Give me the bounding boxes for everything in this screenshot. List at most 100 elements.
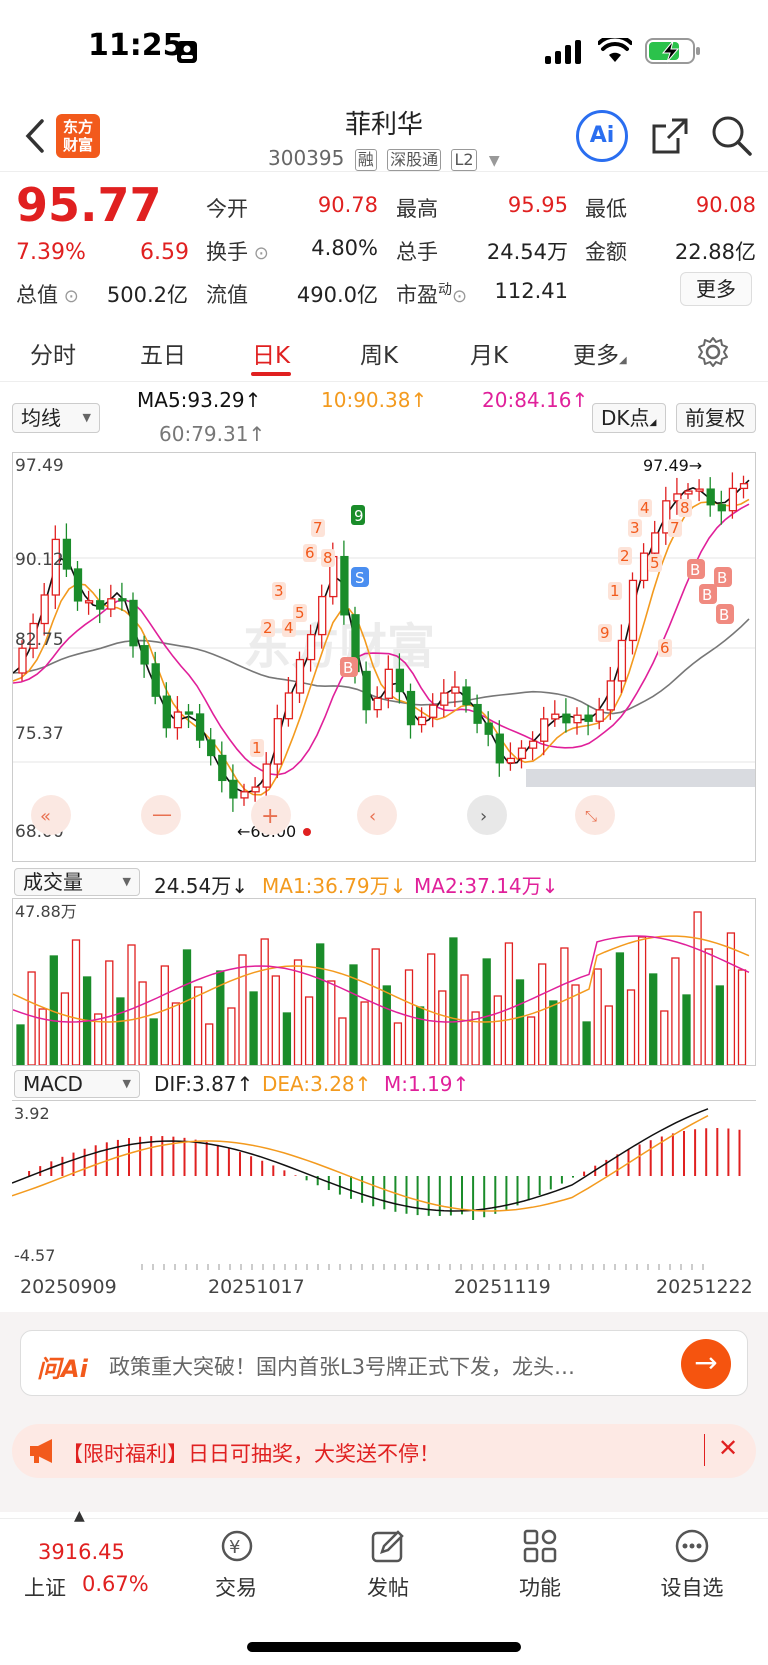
dif-readout: DIF:3.87↑ <box>154 1072 254 1096</box>
turnover-label: 换手 ⊙ <box>206 236 269 266</box>
info-icon[interactable]: ⊙ <box>248 243 269 264</box>
nav-post[interactable]: 发帖 <box>367 1576 409 1600</box>
candle-body <box>218 754 227 782</box>
candle-body <box>73 568 83 602</box>
float-value: 490.0亿 <box>296 283 378 307</box>
signal-number: 6 <box>305 544 315 562</box>
arrow-right-icon[interactable]: → <box>681 1339 731 1389</box>
tab-more[interactable]: 更多◢ <box>573 343 627 369</box>
ma10-readout: 10:90.38↑ <box>321 388 428 412</box>
macd-chart[interactable]: 3.92 -4.57 <box>11 1100 756 1268</box>
signal-number: 2 <box>263 619 273 637</box>
signal-badge <box>678 499 692 517</box>
volume-chart[interactable]: 47.88万 <box>12 898 756 1066</box>
fullscreen-button[interactable] <box>575 795 615 835</box>
volume-selector[interactable]: 成交量 ▼ <box>14 868 140 896</box>
nav-watchlist[interactable]: 设自选 <box>660 1576 724 1600</box>
info-icon[interactable]: ⊙ <box>452 286 468 307</box>
logo-text-bottom: 财富 <box>62 136 93 154</box>
promo-banner[interactable]: 【限时福利】日日可抽奖，大奖送不停！ ✕ <box>12 1424 756 1478</box>
candle-body <box>362 670 371 711</box>
id-card-icon <box>177 41 197 63</box>
post-edit-icon[interactable] <box>370 1528 406 1564</box>
buy-label: B <box>343 659 353 677</box>
wenai-logo: 问Ai <box>37 1355 88 1383</box>
candle-body <box>728 487 738 512</box>
dk-point-button[interactable]: DK点◢ <box>592 403 666 433</box>
candle-body <box>584 714 593 722</box>
chart-controls: « — + ‹ › ⤡ <box>31 795 615 835</box>
double-left-icon: « <box>40 806 51 827</box>
candle-body <box>151 663 160 697</box>
volume-bar <box>271 975 280 1066</box>
buy-label: B <box>719 606 729 624</box>
dea-readout: DEA:3.28↑ <box>262 1072 372 1096</box>
high-marker: 97.49→ <box>643 456 702 475</box>
dropdown-caret-icon[interactable]: ▼ <box>488 153 500 169</box>
scroll-left-button[interactable] <box>357 795 397 835</box>
ma-selector[interactable]: 均线 ▼ <box>12 403 100 433</box>
stock-code-row: 300395 融 深股通 L2 ▼ <box>268 146 500 171</box>
candle-body <box>528 740 538 749</box>
volume-ma1-line <box>12 935 750 1023</box>
close-icon[interactable]: ✕ <box>718 1434 739 1462</box>
candle-body <box>240 791 249 799</box>
wifi-icon <box>598 38 632 62</box>
home-indicator <box>247 1642 521 1652</box>
nav-trade[interactable]: 交易 <box>215 1576 257 1600</box>
volume-bar <box>160 965 169 1066</box>
volume-selector-label: 成交量 <box>23 870 83 894</box>
tab-five-day[interactable]: 五日 <box>140 343 186 369</box>
volume-value: 24.54万 <box>486 240 568 264</box>
signal-number: 7 <box>670 519 680 537</box>
app-logo: 东方 财富 <box>56 114 100 158</box>
candle-body <box>639 552 649 582</box>
high-label: 最高 <box>396 197 438 221</box>
volume-bar <box>260 938 269 1066</box>
functions-grid-icon[interactable] <box>522 1528 558 1564</box>
status-time: 11:25 <box>88 28 184 63</box>
index-change: 0.67% <box>82 1572 149 1596</box>
sell-label: S <box>355 569 365 587</box>
volume-bar <box>626 989 636 1066</box>
tab-daily-k[interactable]: 日K <box>252 343 291 369</box>
tab-monthly-k[interactable]: 月K <box>470 343 509 369</box>
index-value[interactable]: 3916.45 <box>38 1540 125 1564</box>
info-icon[interactable]: ⊙ <box>58 286 79 307</box>
trade-yen-icon[interactable]: ¥ <box>218 1528 256 1564</box>
candle-body <box>429 704 438 718</box>
zoom-out-button[interactable] <box>141 795 181 835</box>
candle-body <box>484 722 493 735</box>
scroll-right-button[interactable] <box>467 795 507 835</box>
search-icon[interactable] <box>710 114 754 158</box>
volume-bar <box>327 980 336 1066</box>
ai-news-card[interactable]: 问Ai 政策重大突破！国内首张L3号牌正式下发，龙头… → <box>20 1330 748 1396</box>
adjust-button[interactable]: 前复权 <box>676 403 756 433</box>
scroll-far-left-button[interactable] <box>31 795 71 835</box>
ai-button[interactable]: Ai <box>576 110 628 162</box>
watchlist-more-icon[interactable] <box>674 1528 710 1564</box>
megaphone-icon <box>30 1439 52 1463</box>
last-price: 95.77 <box>16 178 162 232</box>
candle-body <box>462 686 471 706</box>
volume-bar <box>615 952 625 1066</box>
candle-body <box>673 493 682 502</box>
signal-number: 5 <box>650 554 660 572</box>
more-quote-button[interactable]: 更多 <box>680 272 752 306</box>
macd-selector[interactable]: MACD ▼ <box>14 1070 140 1098</box>
tab-weekly-k[interactable]: 周K <box>360 343 399 369</box>
volume-bar <box>293 959 303 1066</box>
nav-functions[interactable]: 功能 <box>519 1576 561 1600</box>
signal-number: 6 <box>660 639 670 657</box>
share-icon[interactable] <box>650 116 690 156</box>
turnover-label-text: 换手 <box>206 240 248 264</box>
settings-gear-icon[interactable] <box>697 336 729 368</box>
tab-intraday[interactable]: 分时 <box>30 343 76 369</box>
back-arrow-icon[interactable] <box>24 118 46 154</box>
price-82-label: 82.75 <box>15 630 64 650</box>
stock-name: 菲利华 <box>344 110 423 140</box>
volume-bar <box>726 932 736 1066</box>
candle-body <box>440 692 449 706</box>
zoom-in-button[interactable] <box>251 795 291 835</box>
